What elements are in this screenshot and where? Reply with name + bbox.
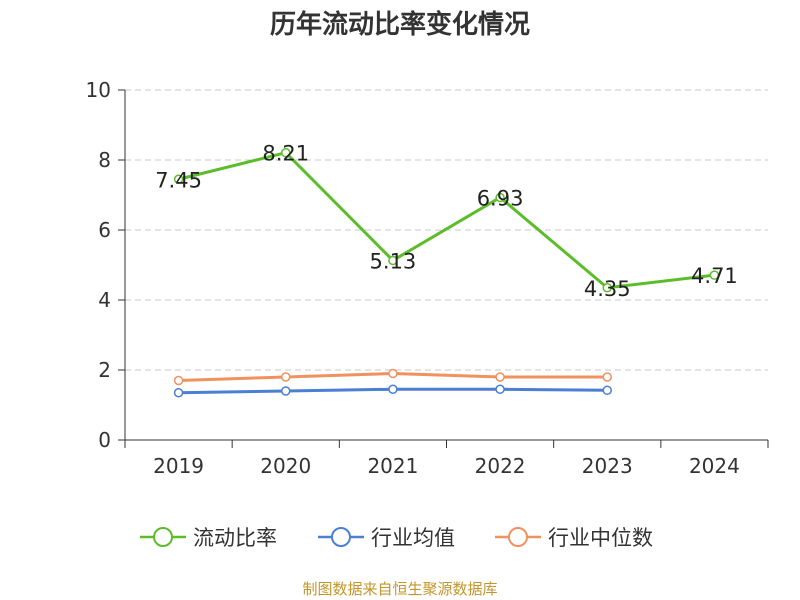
data-point xyxy=(173,375,184,386)
data-point xyxy=(173,174,184,184)
legend-swatch-marker xyxy=(153,527,173,547)
data-point xyxy=(602,372,612,382)
data-point xyxy=(495,372,505,382)
legend-swatch-marker xyxy=(331,527,351,547)
data-label: 4.35 xyxy=(584,277,631,301)
y-tick-label: 6 xyxy=(98,218,111,242)
x-tick-label: 2023 xyxy=(582,454,633,478)
data-point xyxy=(173,388,184,398)
legend-label: 行业均值 xyxy=(371,526,455,550)
legend: 流动比率 行业均值 行业中位数 xyxy=(140,526,653,550)
data-label-layer: 7.45 8.21 5.13 6.93 4.35 4.71 xyxy=(155,142,738,301)
data-label: 7.45 xyxy=(155,168,202,192)
x-tick-label: 2022 xyxy=(475,454,526,478)
data-point xyxy=(388,384,398,394)
y-tick-label: 0 xyxy=(98,428,111,452)
y-tick-label: 4 xyxy=(98,288,111,312)
data-label: 6.93 xyxy=(477,186,524,210)
data-point xyxy=(602,283,612,293)
x-tick-label: 2020 xyxy=(260,454,311,478)
y-tick-label: 2 xyxy=(98,358,111,382)
data-label: 5.13 xyxy=(370,249,417,273)
series-line xyxy=(178,151,715,290)
data-point xyxy=(709,270,720,280)
data-point xyxy=(495,192,505,203)
y-tick-label: 8 xyxy=(98,148,111,172)
legend-label: 流动比率 xyxy=(193,526,277,550)
source-note: 制图数据来自恒生聚源数据库 xyxy=(302,580,498,598)
axis-layer: 0 2 4 6 8 10 2019 2020 2021 2022 2023 2024 xyxy=(86,78,769,478)
legend-swatch-marker xyxy=(508,527,528,547)
data-point xyxy=(388,368,398,379)
x-tick-label: 2024 xyxy=(689,454,740,478)
data-point xyxy=(281,147,291,158)
legend-label: 行业中位数 xyxy=(548,526,653,550)
data-point xyxy=(495,384,505,394)
data-point xyxy=(602,385,612,396)
x-tick-label: 2021 xyxy=(367,454,418,478)
data-point xyxy=(281,372,291,382)
series-layer xyxy=(173,147,720,398)
data-point xyxy=(388,255,398,266)
chart-title: 历年流动比率变化情况 xyxy=(269,10,530,40)
data-label: 4.71 xyxy=(691,264,738,288)
data-point xyxy=(281,386,291,396)
y-tick-label: 10 xyxy=(86,78,111,102)
data-label: 8.21 xyxy=(262,142,309,166)
x-tick-label: 2019 xyxy=(153,454,204,478)
